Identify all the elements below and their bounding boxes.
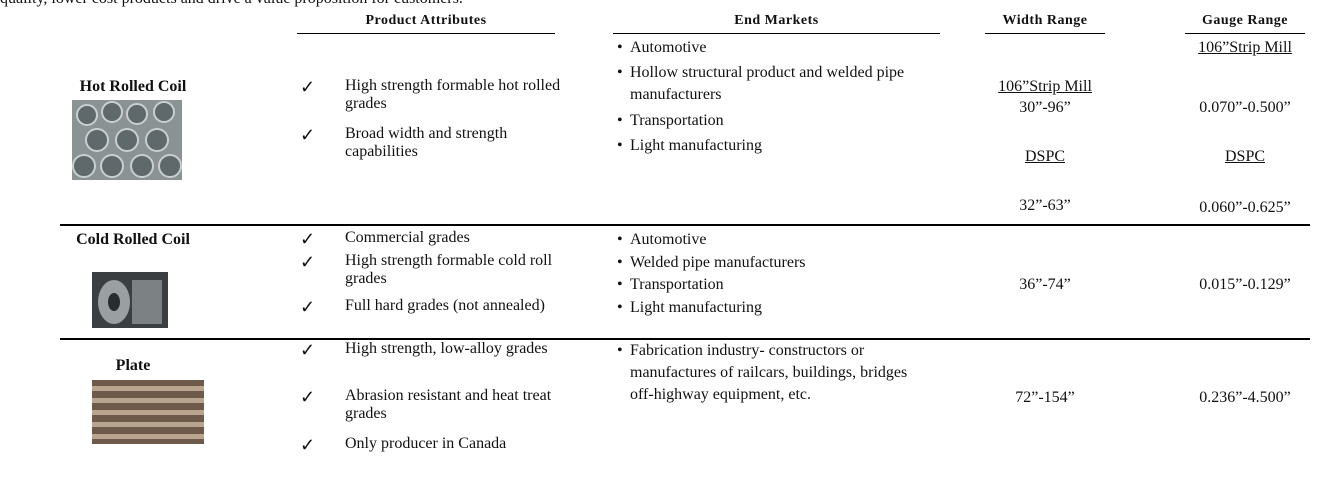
market: Light manufacturing: [617, 135, 920, 157]
market: Transportation: [617, 274, 920, 296]
product-image: [72, 100, 182, 180]
market: Transportation: [617, 110, 920, 132]
width-range: 72”-154”: [1015, 389, 1075, 406]
row-name: Hot Rolled Coil: [79, 78, 187, 95]
market: Hollow structural product and welded pip…: [617, 62, 920, 106]
gauge-label: DSPC: [1224, 148, 1266, 165]
market: Welded pipe manufacturers: [617, 252, 920, 274]
rule: [1185, 33, 1305, 34]
product-image: [92, 272, 168, 328]
row-separator: [60, 338, 1310, 340]
attribute: High strength, low-alloy grades: [300, 340, 575, 361]
market: Fabrication industry- constructors or ma…: [617, 340, 910, 406]
gauge-range: 0.060”-0.625”: [1199, 199, 1291, 216]
attribute: Full hard grades (not annealed): [300, 297, 575, 318]
header-gauge: Gauge Range: [1202, 13, 1288, 28]
row-separator: [60, 224, 1310, 226]
market: Automotive: [617, 37, 920, 59]
product-image: [92, 380, 204, 444]
attribute: High strength formable cold roll grades: [300, 252, 575, 288]
market: Automotive: [617, 229, 920, 251]
gauge-label: 106”Strip Mill: [1198, 39, 1292, 56]
market: Light manufacturing: [617, 297, 920, 319]
attribute: Broad width and strength capabilities: [300, 125, 575, 161]
header-width: Width Range: [1002, 13, 1088, 28]
width-label: 106”Strip Mill: [998, 78, 1092, 95]
attribute: Abrasion resistant and heat treat grades: [300, 387, 575, 423]
gauge-range: 0.236”-4.500”: [1199, 389, 1291, 406]
rule: [297, 33, 555, 34]
row-name: Plate: [115, 357, 151, 374]
rule: [613, 33, 940, 34]
width-range: 30”-96”: [1019, 99, 1071, 116]
width-range: 36”-74”: [1019, 276, 1071, 293]
gauge-range: 0.070”-0.500”: [1199, 99, 1291, 116]
attribute: Only producer in Canada: [300, 435, 575, 456]
header-attributes: Product Attributes: [365, 13, 487, 28]
width-label: DSPC: [1024, 148, 1066, 165]
rule: [985, 33, 1105, 34]
row-name: Cold Rolled Coil: [76, 231, 190, 248]
intro: quality, lower cost products and drive a…: [0, 0, 463, 10]
width-range: 32”-63”: [1019, 197, 1071, 214]
gauge-range: 0.015”-0.129”: [1199, 276, 1291, 293]
header-markets: End Markets: [734, 13, 819, 28]
attribute: High strength formable hot rolled grades: [300, 77, 575, 113]
attribute: Commercial grades: [300, 229, 575, 250]
